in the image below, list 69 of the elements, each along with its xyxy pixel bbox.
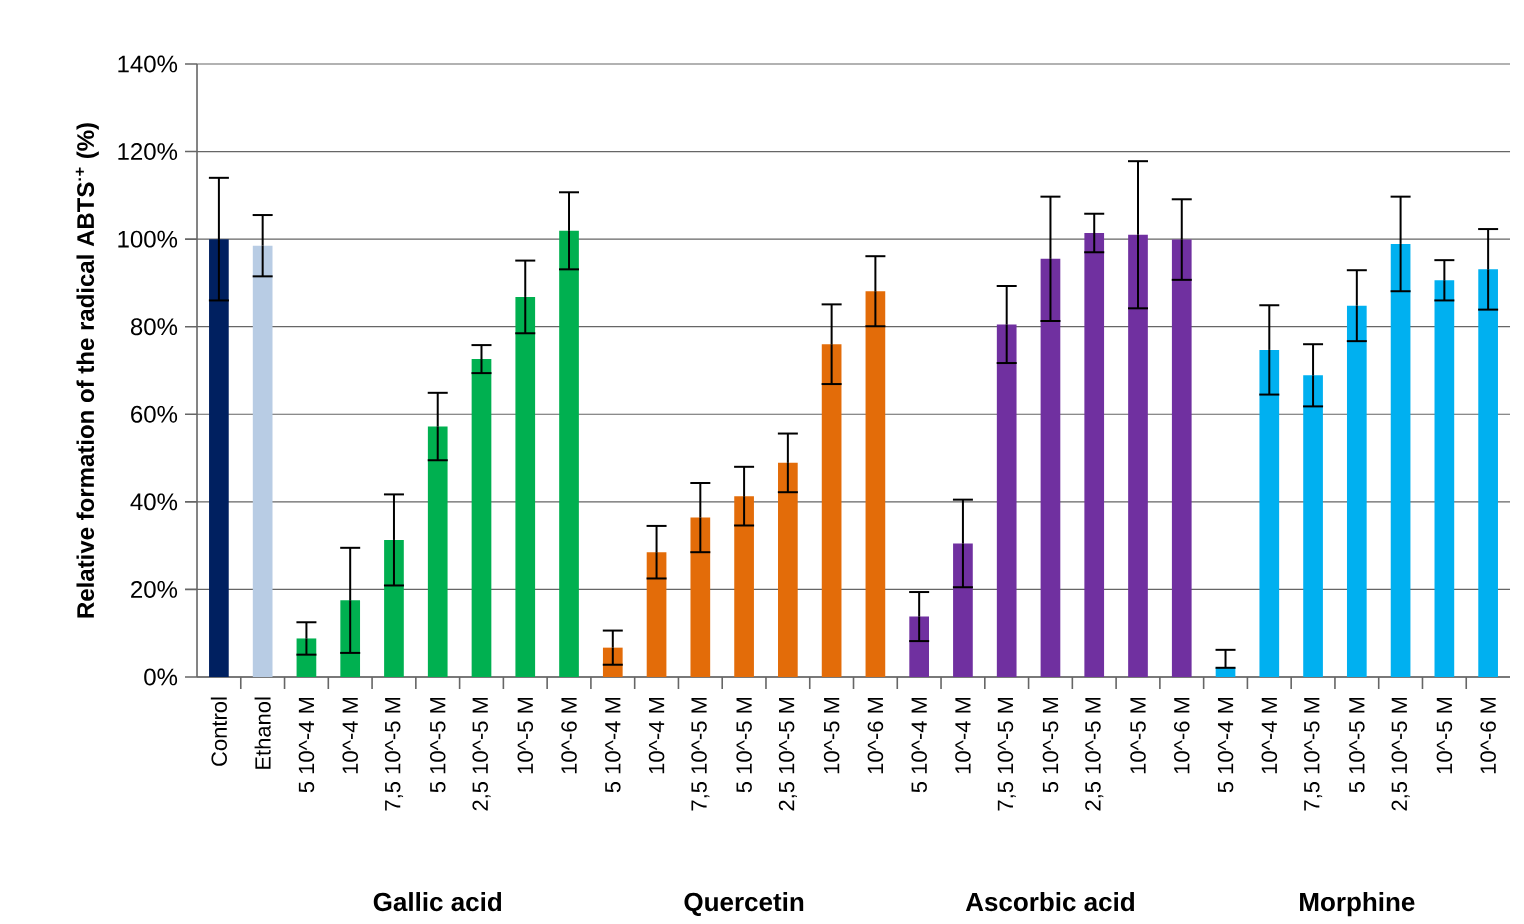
bar	[384, 539, 404, 677]
x-tick-label: 10^-6 M	[1173, 697, 1190, 774]
x-tick-label: 5 10^-5 M	[429, 697, 446, 793]
bar	[1040, 258, 1061, 677]
x-tick-label: 2,5 10^-5 M	[1085, 697, 1104, 811]
x-tick-label: Ethanol	[254, 697, 271, 769]
x-tick-label: 5 10^-4 M	[1217, 697, 1234, 793]
y-tick-label: 80%	[130, 318, 178, 336]
bar	[690, 517, 711, 677]
y-tick-label: 60%	[131, 405, 178, 423]
bar	[1303, 375, 1323, 677]
bar	[1128, 234, 1148, 677]
bar	[471, 359, 492, 677]
x-tick-label: 5 10^-5 M	[1042, 697, 1059, 793]
x-tick-label: 5 10^-4 M	[911, 697, 927, 793]
bar	[646, 552, 667, 677]
x-tick-label: 10^-5 M	[517, 697, 534, 774]
bar	[515, 296, 536, 677]
x-tick-label: 7,5 10^-5 M	[1304, 697, 1323, 811]
x-tick-label: Control	[210, 697, 227, 766]
y-axis-title: Relative formation of the radical ABTS$^{·+}$ (%)	[75, 123, 99, 618]
x-tick-label: 10^-4 M	[648, 697, 665, 774]
x-tick-label: 2,5 10^-5 M	[1391, 697, 1410, 811]
bar	[1171, 239, 1192, 677]
bar	[559, 230, 579, 677]
x-tick-label: 7,5 10^-5 M	[384, 697, 404, 811]
bar	[1390, 243, 1411, 677]
y-tick-label: 120%	[118, 143, 178, 161]
x-tick-label: 5 10^-4 M	[605, 697, 621, 793]
bar	[252, 245, 273, 677]
x-tick-label: 7,5 10^-5 M	[997, 697, 1016, 811]
text: Gallic acid	[373, 892, 502, 912]
bar	[427, 426, 448, 677]
x-tick-label: 10^-6 M	[1480, 697, 1496, 774]
x-tick-label: 10^-5 M	[1130, 697, 1146, 774]
x-tick-label: 2,5 10^-5 M	[778, 697, 797, 811]
bar	[1434, 280, 1455, 677]
bar	[909, 616, 929, 677]
y-tick-label: 20%	[131, 580, 178, 598]
x-tick-label: 10^-5 M	[1436, 697, 1453, 774]
y-tick-label: 40%	[130, 493, 178, 511]
bar	[996, 324, 1017, 677]
x-tick-label: 5 10^-5 M	[736, 697, 752, 793]
text: Morphine	[1300, 892, 1415, 917]
bar	[734, 496, 754, 677]
bar	[1478, 269, 1498, 677]
y-tick-label: 100%	[118, 230, 178, 248]
x-tick-label: 5 10^-5 M	[1349, 697, 1365, 793]
y-tick-label: 0%	[144, 668, 178, 686]
x-tick-label: 10^-4 M	[342, 697, 358, 774]
bar	[1259, 349, 1280, 677]
x-tick-label: 5 10^-4 M	[298, 697, 315, 793]
bar	[1084, 233, 1105, 677]
x-tick-label: 2,5 10^-5 M	[472, 697, 491, 811]
bar	[209, 239, 229, 677]
text: Quercetin	[684, 892, 804, 917]
bar	[821, 344, 842, 677]
text: Ascorbic acid	[965, 892, 1134, 912]
bar	[953, 543, 973, 677]
x-tick-label: 10^-5 M	[823, 697, 840, 774]
x-tick-label: 10^-4 M	[955, 697, 971, 774]
x-tick-label: 10^-4 M	[1261, 697, 1278, 774]
y-tick-label: 140%	[118, 55, 178, 73]
x-tick-label: 10^-6 M	[867, 697, 884, 774]
bar	[865, 291, 886, 677]
bar	[778, 462, 798, 677]
x-tick-label: 10^-6 M	[561, 697, 577, 774]
x-tick-label: 7,5 10^-5 M	[691, 697, 710, 811]
bar	[1346, 305, 1367, 677]
